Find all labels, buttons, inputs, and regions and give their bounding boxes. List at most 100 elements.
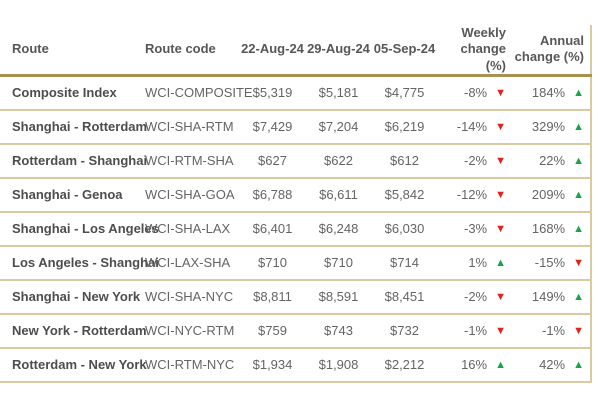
weekly-change-cell-value: 16%: [461, 357, 488, 373]
annual-change-cell-value: 22%: [539, 153, 566, 169]
price-cell-22-aug: $1,934: [240, 347, 305, 383]
price-cell-05-sep: $8,451: [372, 279, 437, 315]
route-cell: Shanghai - Genoa: [0, 177, 140, 213]
annual-change-cell: 184% ▲: [512, 75, 591, 111]
up-arrow-icon: ▲: [573, 359, 584, 372]
weekly-change-cell-value: -2%: [463, 289, 488, 305]
annual-change-cell-value: 42%: [539, 357, 566, 373]
table-row: Los Angeles - Shanghai WCI-LAX-SHA $710 $71…: [0, 245, 591, 281]
table-row: New York - Rotterdam WCI-NYC-RTM $759 $743 $…: [0, 313, 591, 349]
table-row: Shanghai - Genoa WCI-SHA-GOA $6,788 $6,611 $…: [0, 177, 591, 213]
price-cell-05-sep: $732: [372, 313, 437, 349]
price-cell-05-sep: $6,219: [372, 109, 437, 145]
up-arrow-icon: ▲: [495, 359, 506, 372]
route-cell: Composite Index: [0, 75, 140, 111]
weekly-change-cell: 1% ▲: [437, 245, 512, 281]
weekly-change-cell-value: -3%: [463, 221, 488, 237]
annual-change-cell-value: 149%: [531, 289, 566, 305]
price-cell-29-aug: $7,204: [305, 109, 372, 145]
price-cell-22-aug: $5,319: [240, 75, 305, 111]
down-arrow-icon: ▼: [495, 155, 506, 168]
route-code-cell: WCI-SHA-NYC: [140, 279, 240, 315]
price-cell-29-aug: $5,181: [305, 75, 372, 111]
annual-change-cell: 329% ▲: [512, 109, 591, 145]
route-cell: Rotterdam - Shanghai: [0, 143, 147, 179]
weekly-change-cell: 16% ▲: [437, 347, 512, 383]
weekly-change-cell: -3% ▼: [437, 211, 512, 247]
annual-change-cell-value: 329%: [531, 119, 566, 135]
annual-change-cell-value: -15%: [534, 255, 566, 271]
price-cell-29-aug: $1,908: [305, 347, 372, 383]
annual-change-cell: 22% ▲: [512, 143, 591, 179]
route-cell: New York - Rotterdam: [0, 313, 147, 349]
route-code-cell: WCI-LAX-SHA: [140, 245, 240, 281]
route-code-cell: WCI-RTM-NYC: [140, 347, 240, 383]
weekly-change-cell: -2% ▼: [437, 279, 512, 315]
route-cell: Shanghai - Rotterdam: [0, 109, 147, 145]
wci-freight-rate-table: Route Route code 22-Aug-24 29-Aug-24 05-Sep-…: [0, 25, 592, 383]
up-arrow-icon: ▲: [573, 223, 584, 236]
down-arrow-icon: ▼: [495, 121, 506, 134]
route-code-cell: WCI-SHA-LAX: [140, 211, 240, 247]
route-code-cell: WCI-SHA-GOA: [140, 177, 240, 213]
price-cell-29-aug: $6,611: [305, 177, 372, 213]
annual-change-cell-value: 168%: [531, 221, 566, 237]
price-cell-29-aug: $622: [305, 143, 372, 179]
up-arrow-icon: ▲: [573, 121, 584, 134]
down-arrow-icon: ▼: [573, 325, 584, 338]
price-cell-29-aug: $743: [305, 313, 372, 349]
route-code-cell: WCI-COMPOSITE: [140, 75, 253, 111]
weekly-change-cell-value: -12%: [456, 187, 488, 203]
price-cell-05-sep: $612: [372, 143, 437, 179]
down-arrow-icon: ▼: [495, 325, 506, 338]
weekly-change-cell: -8% ▼: [437, 75, 512, 111]
weekly-change-cell: -14% ▼: [437, 109, 512, 145]
table-row: Rotterdam - New York WCI-RTM-NYC $1,934 $1,…: [0, 347, 591, 383]
annual-change-cell: -15% ▼: [512, 245, 591, 281]
column-header-route: Route: [0, 25, 140, 77]
price-cell-22-aug: $6,788: [240, 177, 305, 213]
down-arrow-icon: ▼: [495, 189, 506, 202]
price-cell-22-aug: $7,429: [240, 109, 305, 145]
weekly-change-cell: -1% ▼: [437, 313, 512, 349]
price-cell-29-aug: $8,591: [305, 279, 372, 315]
price-cell-22-aug: $8,811: [240, 279, 305, 315]
column-header-code: Route code: [140, 25, 240, 77]
down-arrow-icon: ▼: [495, 291, 506, 304]
price-cell-05-sep: $2,212: [372, 347, 437, 383]
price-cell-22-aug: $759: [240, 313, 305, 349]
column-header-w3: 05-Sep-24: [372, 25, 437, 77]
column-header-weekly: Weekly change (%): [437, 25, 512, 77]
table-row: Rotterdam - Shanghai WCI-RTM-SHA $627 $622 $…: [0, 143, 591, 179]
weekly-change-cell-value: -2%: [463, 153, 488, 169]
route-cell: Shanghai - Los Angeles: [0, 211, 159, 247]
annual-change-cell-value: -1%: [541, 323, 566, 339]
annual-change-cell: 42% ▲: [512, 347, 591, 383]
table-header-row: Route Route code 22-Aug-24 29-Aug-24 05-Sep-…: [0, 25, 591, 77]
up-arrow-icon: ▲: [573, 155, 584, 168]
up-arrow-icon: ▲: [495, 257, 506, 270]
weekly-change-cell-value: -1%: [463, 323, 488, 339]
table-row: Shanghai - Los Angeles WCI-SHA-LAX $6,401 $…: [0, 211, 591, 247]
route-cell: Shanghai - New York: [0, 279, 140, 315]
route-cell: Los Angeles - Shanghai: [0, 245, 159, 281]
price-cell-22-aug: $6,401: [240, 211, 305, 247]
weekly-change-cell-value: -8%: [463, 85, 488, 101]
up-arrow-icon: ▲: [573, 87, 584, 100]
price-cell-22-aug: $627: [240, 143, 305, 179]
annual-change-cell-value: 184%: [531, 85, 566, 101]
price-cell-05-sep: $6,030: [372, 211, 437, 247]
annual-change-cell: 149% ▲: [512, 279, 591, 315]
weekly-change-cell-value: -14%: [456, 119, 488, 135]
price-cell-05-sep: $5,842: [372, 177, 437, 213]
annual-change-cell-value: 209%: [531, 187, 566, 203]
down-arrow-icon: ▼: [495, 87, 506, 100]
route-code-cell: WCI-NYC-RTM: [140, 313, 240, 349]
price-cell-22-aug: $710: [240, 245, 305, 281]
price-cell-29-aug: $710: [305, 245, 372, 281]
column-header-w1: 22-Aug-24: [240, 25, 305, 77]
route-cell: Rotterdam - New York: [0, 347, 147, 383]
down-arrow-icon: ▼: [495, 223, 506, 236]
annual-change-cell: 209% ▲: [512, 177, 591, 213]
route-code-cell: WCI-RTM-SHA: [140, 143, 240, 179]
